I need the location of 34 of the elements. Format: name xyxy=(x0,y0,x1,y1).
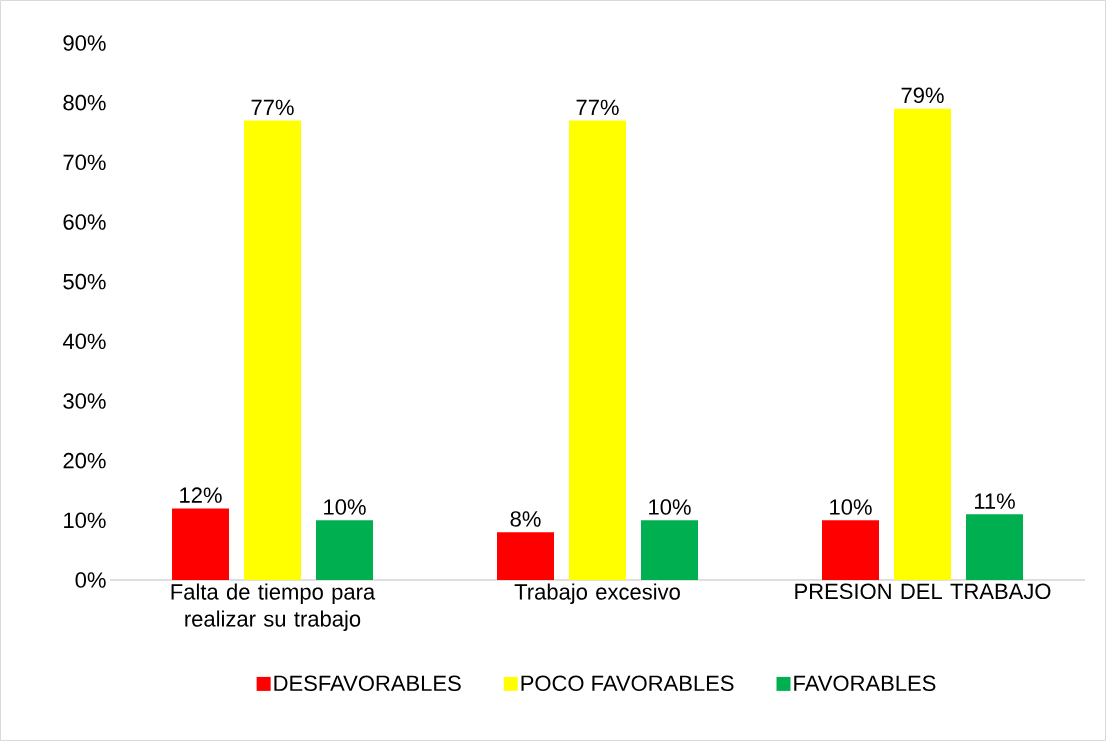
data-label: 8% xyxy=(510,511,541,527)
y-tick-label: 90% xyxy=(63,35,106,51)
y-tick-label: 10% xyxy=(64,512,106,529)
y-tick-label: 20% xyxy=(63,452,106,469)
bar xyxy=(894,108,951,580)
x-tick-label: PRESION DEL TRABAJO xyxy=(795,583,1051,600)
bar xyxy=(822,520,879,580)
data-label: 77% xyxy=(576,99,619,116)
data-label: 79% xyxy=(901,87,944,104)
bar xyxy=(172,508,230,580)
data-label: 10% xyxy=(649,499,691,515)
y-tick-label: 30% xyxy=(63,393,106,409)
legend-label: POCO FAVORABLES xyxy=(521,675,734,692)
y-tick-label: 50% xyxy=(63,273,106,290)
x-tick-label: Falta de tiempo para realizar su trabajo xyxy=(171,583,376,632)
legend-label: DESFAVORABLES xyxy=(274,675,461,692)
data-label: 77% xyxy=(251,99,294,116)
data-label: 12% xyxy=(180,487,222,503)
data-label: 11% xyxy=(974,493,1015,509)
bar xyxy=(569,120,626,580)
bar xyxy=(316,520,374,580)
x-tick-label: Trabajo excesivo xyxy=(514,583,680,605)
y-tick-label: 40% xyxy=(62,333,106,350)
bar xyxy=(497,532,555,580)
data-label: 10% xyxy=(324,499,366,515)
y-tick-label: 70% xyxy=(63,154,106,171)
y-tick-label: 0% xyxy=(75,572,106,588)
bar xyxy=(966,514,1023,580)
data-label: 10% xyxy=(830,499,872,515)
bar xyxy=(641,520,699,580)
bar xyxy=(244,120,302,580)
y-tick-label: 60% xyxy=(63,214,106,230)
legend-label: FAVORABLES xyxy=(794,675,936,692)
y-tick-label: 80% xyxy=(63,94,106,111)
